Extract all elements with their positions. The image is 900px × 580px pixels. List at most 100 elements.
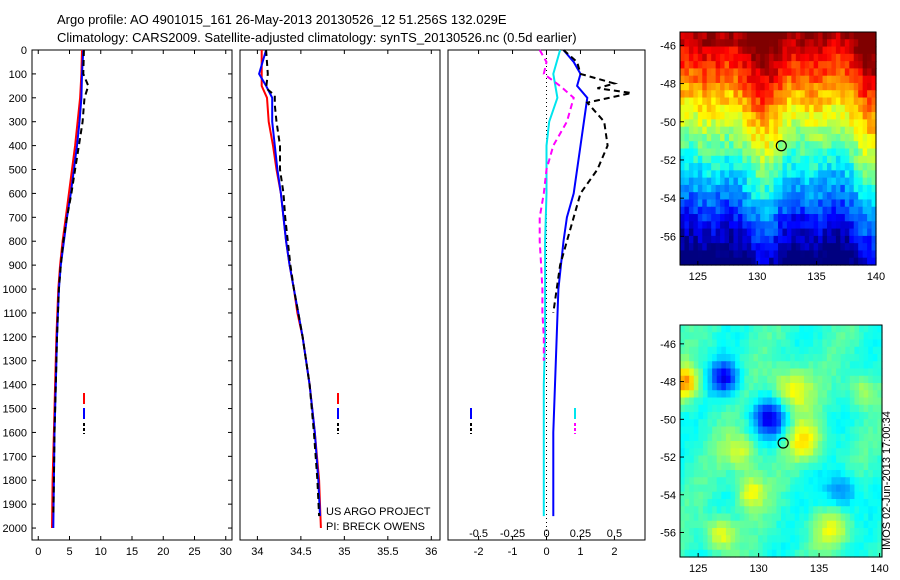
map-cell	[853, 141, 859, 150]
map-cell	[849, 221, 855, 230]
map-cell	[813, 499, 819, 507]
map-cell	[800, 75, 806, 84]
map-cell	[782, 177, 788, 186]
map-cell	[836, 477, 842, 486]
map-cell	[684, 549, 690, 558]
map-cell	[845, 433, 851, 442]
map-cell	[862, 82, 868, 91]
map-cell	[822, 339, 828, 348]
map-cell	[817, 484, 823, 493]
map-cell	[818, 133, 824, 142]
map-cell	[867, 112, 873, 120]
x-tick-label: 36	[425, 546, 437, 558]
map-cell	[813, 53, 819, 62]
map-cell	[760, 170, 766, 179]
map-cell	[715, 192, 721, 201]
map-cell	[822, 477, 828, 486]
map-cell	[737, 61, 743, 70]
map-cell	[762, 448, 768, 457]
map-cell	[720, 61, 726, 70]
map-cell	[781, 390, 787, 399]
map-cell	[813, 68, 819, 77]
map-cell	[778, 214, 784, 222]
map-cell	[853, 61, 859, 70]
map-cell	[684, 192, 690, 201]
map-cell	[778, 126, 784, 135]
map-cell	[794, 325, 800, 333]
map-cell	[794, 419, 800, 428]
map-cell	[753, 535, 759, 544]
map-cell	[840, 184, 846, 193]
map-cell	[706, 32, 712, 40]
map-cell	[688, 148, 694, 157]
map-cell	[744, 484, 750, 493]
map-cell	[817, 477, 823, 486]
map-cell	[762, 520, 768, 529]
map-cell	[720, 119, 726, 128]
map-cell	[744, 520, 750, 529]
map-cell	[782, 257, 788, 266]
map-cell	[778, 119, 784, 128]
map-cell	[771, 448, 778, 457]
map-cell	[735, 491, 741, 500]
map-cell	[688, 141, 694, 150]
map-cell	[790, 412, 796, 420]
map-cell	[680, 53, 686, 62]
map-cell	[781, 491, 787, 500]
map-cell	[707, 412, 713, 420]
map-cell	[762, 375, 768, 384]
map-cell	[790, 325, 796, 333]
map-cell	[762, 325, 768, 333]
map-cell	[729, 32, 735, 40]
map-cell	[744, 325, 750, 333]
map-cell	[818, 155, 824, 164]
map-cell	[689, 397, 695, 406]
map-cell	[715, 184, 721, 193]
map-cell	[790, 470, 796, 478]
map-cell	[844, 61, 850, 70]
x-tick-label: 5	[66, 546, 72, 558]
map-cell	[795, 250, 801, 259]
map-cell	[724, 46, 730, 55]
map-cell	[748, 397, 755, 406]
map-cell	[737, 53, 743, 62]
map-cell	[758, 528, 764, 536]
map-cell	[804, 104, 810, 113]
map-cell	[706, 177, 712, 186]
map-cell	[693, 257, 699, 266]
map-cell	[872, 325, 879, 333]
map-cell	[762, 542, 768, 551]
map-cell	[808, 549, 814, 558]
map-cell	[716, 390, 722, 399]
map-cell	[760, 235, 766, 244]
map-cell	[840, 412, 846, 420]
map-cell	[785, 354, 791, 362]
map-cell	[785, 506, 791, 515]
map-cell	[744, 542, 750, 551]
map-cell	[836, 441, 842, 449]
map-cell	[809, 119, 815, 128]
map-cell	[794, 332, 800, 341]
map-cell	[706, 214, 712, 222]
map-cell	[799, 433, 805, 442]
map-cell	[680, 433, 686, 442]
map-cell	[751, 257, 757, 266]
diff-s-tick-label: -0.5	[469, 528, 488, 540]
map-cell	[827, 112, 833, 120]
map-cell	[809, 97, 815, 106]
map-cell	[776, 426, 782, 435]
map-cell	[813, 46, 819, 55]
map-cell	[755, 104, 761, 113]
map-cell	[776, 477, 782, 486]
map-cell	[680, 170, 686, 179]
map-cell	[702, 39, 708, 48]
map-cell	[693, 390, 699, 399]
map-cell	[764, 163, 770, 171]
map-cell	[813, 346, 819, 355]
map-cell	[795, 119, 801, 128]
map-cell	[813, 163, 819, 171]
map-cell	[840, 163, 846, 171]
map-cell	[693, 339, 699, 348]
map-cell	[871, 192, 877, 201]
map-cell	[791, 75, 797, 84]
